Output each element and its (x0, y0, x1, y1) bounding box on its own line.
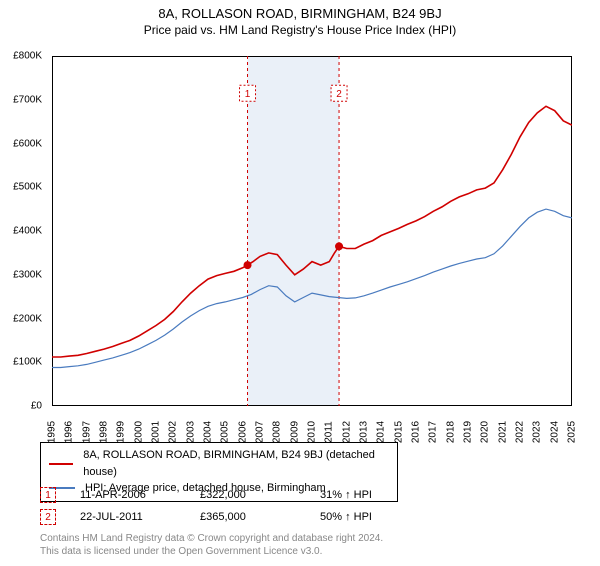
y-tick-label: £600K (13, 138, 42, 149)
x-tick-label: 2021 (497, 421, 508, 443)
y-tick-label: £100K (13, 357, 42, 368)
sale-delta: 50% ↑ HPI (320, 511, 440, 523)
x-tick-label: 2013 (359, 421, 370, 443)
y-tick-label: £200K (13, 313, 42, 324)
x-tick-label: 2018 (445, 421, 456, 443)
x-tick-label: 1999 (116, 421, 127, 443)
sale-row: 2 22-JUL-2011£365,00050% ↑ HPI (40, 506, 440, 528)
sales-table: 1 11-APR-2006£322,00031% ↑ HPI 2 22-JUL-201… (40, 484, 440, 528)
x-tick-label: 2008 (272, 421, 283, 443)
sale-marker: 2 (40, 509, 56, 525)
sale-date: 22-JUL-2011 (80, 511, 200, 523)
x-tick-label: 2009 (289, 421, 300, 443)
x-tick-label: 2024 (549, 421, 560, 443)
x-tick-label: 2002 (168, 421, 179, 443)
x-tick-label: 2005 (220, 421, 231, 443)
legend-label: 8A, ROLLASON ROAD, BIRMINGHAM, B24 9BJ (… (83, 447, 389, 480)
x-tick-label: 2022 (515, 421, 526, 443)
x-tick-label: 1995 (47, 421, 58, 443)
legend-swatch (49, 463, 73, 465)
y-tick-label: £700K (13, 94, 42, 105)
x-tick-label: 2014 (376, 421, 387, 443)
chart-title: 8A, ROLLASON ROAD, BIRMINGHAM, B24 9BJ (0, 6, 600, 21)
y-tick-label: £300K (13, 269, 42, 280)
x-tick-label: 2003 (185, 421, 196, 443)
y-tick-label: £800K (13, 51, 42, 62)
x-tick-label: 1997 (81, 421, 92, 443)
x-tick-label: 2010 (307, 421, 318, 443)
plot-area: 12 (52, 56, 572, 406)
chart-container: 8A, ROLLASON ROAD, BIRMINGHAM, B24 9BJ P… (0, 6, 600, 566)
sale-row: 1 11-APR-2006£322,00031% ↑ HPI (40, 484, 440, 506)
x-tick-label: 2004 (203, 421, 214, 443)
x-tick-label: 1996 (64, 421, 75, 443)
x-tick-label: 2025 (567, 421, 578, 443)
legend-row: 8A, ROLLASON ROAD, BIRMINGHAM, B24 9BJ (… (49, 447, 389, 480)
y-axis: £0£100K£200K£300K£400K£500K£600K£700K£80… (0, 56, 48, 406)
x-tick-label: 2020 (480, 421, 491, 443)
y-tick-label: £0 (31, 401, 42, 412)
sale-price: £322,000 (200, 489, 320, 501)
x-tick-label: 2006 (237, 421, 248, 443)
sale-date: 11-APR-2006 (80, 489, 200, 501)
x-tick-label: 2011 (324, 421, 335, 443)
footer-line-2: This data is licensed under the Open Gov… (40, 545, 383, 558)
x-tick-label: 2015 (393, 421, 404, 443)
svg-text:2: 2 (336, 89, 342, 100)
chart-subtitle: Price paid vs. HM Land Registry's House … (0, 23, 600, 37)
y-tick-label: £500K (13, 182, 42, 193)
x-tick-label: 2023 (532, 421, 543, 443)
x-tick-label: 1998 (99, 421, 110, 443)
svg-text:1: 1 (245, 89, 251, 100)
sale-delta: 31% ↑ HPI (320, 489, 440, 501)
x-tick-label: 2000 (133, 421, 144, 443)
x-tick-label: 2019 (463, 421, 474, 443)
footer-line-1: Contains HM Land Registry data © Crown c… (40, 532, 383, 545)
x-tick-label: 2012 (341, 421, 352, 443)
x-tick-label: 2007 (255, 421, 266, 443)
y-tick-label: £400K (13, 226, 42, 237)
sale-marker: 1 (40, 487, 56, 503)
x-tick-label: 2017 (428, 421, 439, 443)
footer-text: Contains HM Land Registry data © Crown c… (40, 532, 383, 558)
x-tick-label: 2001 (151, 421, 162, 443)
plot-svg: 12 (52, 56, 572, 406)
x-axis: 1995199619971998199920002001200220032004… (52, 410, 572, 444)
x-tick-label: 2016 (411, 421, 422, 443)
sale-price: £365,000 (200, 511, 320, 523)
